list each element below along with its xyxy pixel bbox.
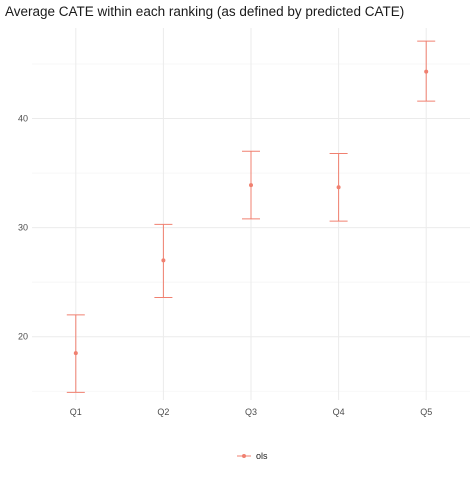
x-tick-label: Q3 — [245, 407, 257, 417]
x-tick-label: Q4 — [333, 407, 345, 417]
x-tick-label: Q5 — [420, 407, 432, 417]
data-point — [73, 351, 78, 356]
chart-title: Average CATE within each ranking (as def… — [5, 4, 404, 19]
y-tick-label: 20 — [18, 332, 28, 342]
legend-key-point — [242, 454, 246, 458]
y-axis-ticks: 20 30 40 — [18, 114, 28, 342]
legend: ols — [237, 451, 268, 461]
data-marks — [66, 40, 436, 393]
y-tick-label: 30 — [18, 223, 28, 233]
x-tick-label: Q2 — [157, 407, 169, 417]
data-point — [161, 258, 166, 263]
x-axis-ticks: Q1 Q2 Q3 Q4 Q5 — [70, 407, 432, 417]
data-point — [424, 69, 429, 74]
x-tick-label: Q1 — [70, 407, 82, 417]
data-point — [249, 183, 253, 188]
y-tick-label: 40 — [18, 114, 28, 124]
data-point — [336, 185, 341, 190]
legend-label: ols — [256, 451, 268, 461]
